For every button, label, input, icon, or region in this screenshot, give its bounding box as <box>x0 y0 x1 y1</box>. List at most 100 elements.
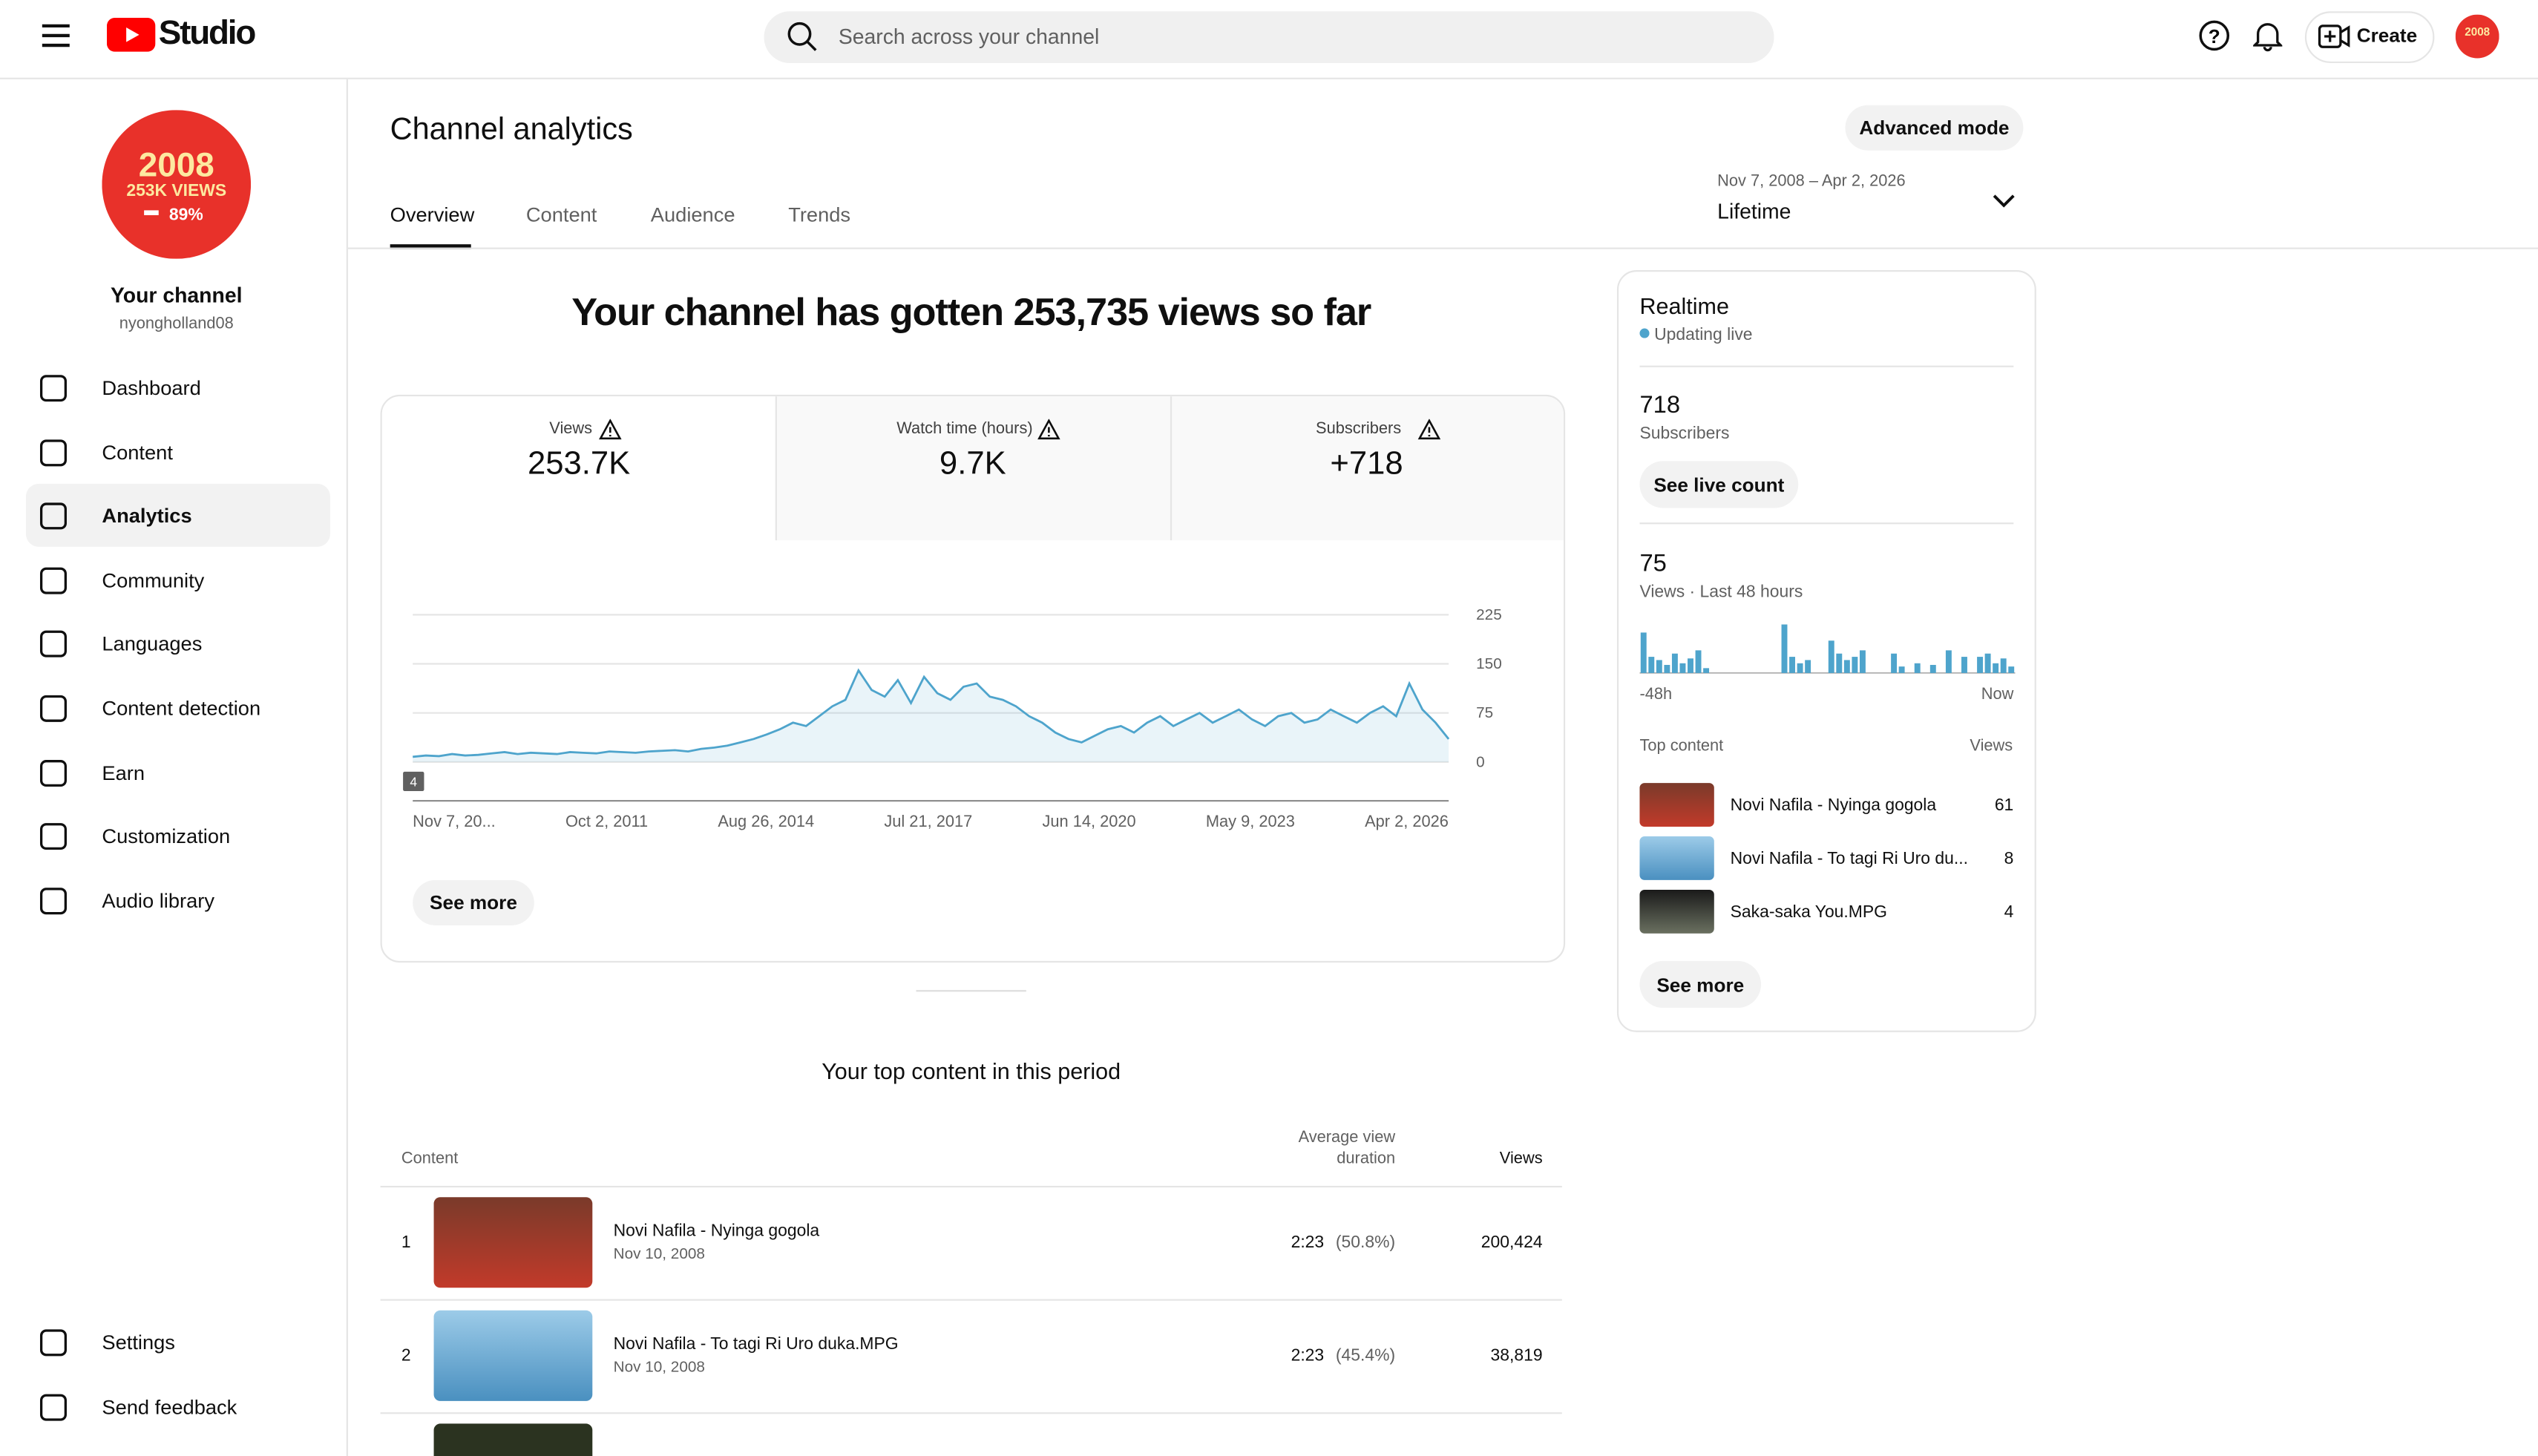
x-tick-label: Aug 26, 2014 <box>718 813 815 832</box>
row-divider <box>380 1185 1562 1188</box>
bar <box>1961 657 1967 673</box>
top-content-label: Top content <box>1639 738 1724 756</box>
bar <box>1648 657 1655 673</box>
x-tick-label: Oct 2, 2011 <box>565 813 649 832</box>
bar <box>1679 663 1686 673</box>
nav-item[interactable]: Customization <box>102 825 231 848</box>
metric-label: Subscribers <box>1316 420 1402 439</box>
badge-label: 4 <box>410 774 417 789</box>
header <box>0 0 2538 79</box>
thumbnail[interactable] <box>1639 890 1714 934</box>
tab[interactable]: Content <box>525 203 597 227</box>
icon-shape <box>39 695 67 722</box>
account-avatar[interactable]: 2008 <box>2455 14 2499 59</box>
nav-item[interactable]: Send feedback <box>102 1395 237 1418</box>
period[interactable]: Lifetime <box>1717 199 1791 223</box>
period-dropdown[interactable] <box>1991 191 2017 210</box>
bar <box>1914 663 1921 673</box>
thumbnail[interactable] <box>433 1197 593 1288</box>
bar <box>1929 664 1936 673</box>
tab[interactable]: Overview <box>390 203 475 227</box>
video-title[interactable]: Novi Nafila - Nyinga gogola <box>613 1221 820 1242</box>
realtime-card <box>1616 270 2036 1032</box>
nav-item[interactable]: Settings <box>102 1331 175 1354</box>
video-title[interactable]: Novi Nafila - To tagi Ri Uro duka.MPG <box>613 1334 899 1354</box>
views-area <box>413 670 1449 762</box>
metric-label: Watch time (hours) <box>896 420 1033 439</box>
video-views: 8 <box>2004 849 2014 869</box>
bar <box>1945 650 1952 673</box>
video-date: Nov 10, 2008 <box>613 1245 705 1264</box>
video-title[interactable]: Novi Nafila - Nyinga gogola <box>1730 796 1937 816</box>
avg-percent: (45.4%) <box>1335 1345 1396 1365</box>
views-header: Views <box>1970 738 2013 756</box>
y-tick-label: 0 <box>1476 753 1485 770</box>
warning-icon[interactable] <box>1418 419 1441 440</box>
overview-card: Views 253.7K Watch time (hours) 9.7K Subscri… <box>380 394 1566 963</box>
metric-tab[interactable] <box>776 396 1170 541</box>
bar <box>1671 653 1678 673</box>
live-count-button[interactable]: See live count <box>1639 461 1799 508</box>
nav-icon <box>39 1329 67 1357</box>
sidebar-divider <box>346 79 348 1456</box>
nav-icon <box>39 502 67 530</box>
search-icon <box>787 22 817 51</box>
icon-shape <box>39 887 67 914</box>
menu-icon[interactable] <box>42 23 71 49</box>
x-tick-label: Nov 7, 20... <box>413 813 496 832</box>
thumbnail[interactable] <box>1639 783 1714 827</box>
end-label: Now <box>1981 686 2014 704</box>
logo-icon[interactable] <box>106 17 156 52</box>
realtime-views: 75 <box>1639 550 1667 578</box>
nav-item[interactable]: Audio library <box>102 889 214 913</box>
nav-item[interactable]: Content detection <box>102 697 261 721</box>
nav-item[interactable]: Community <box>102 568 205 592</box>
realtime-subscribers: 718 <box>1639 391 1681 419</box>
bell-icon[interactable] <box>2253 19 2283 52</box>
nav-item[interactable]: Earn <box>102 761 145 784</box>
nav-item[interactable]: Languages <box>102 633 203 656</box>
nav-item[interactable]: Dashboard <box>102 376 201 400</box>
bar <box>1984 653 1991 673</box>
x-tick-label: Jul 21, 2017 <box>884 813 973 832</box>
table-header: Views <box>1499 1150 1543 1168</box>
metric-value: 253.7K <box>527 446 631 482</box>
bar <box>1805 660 1811 673</box>
top-content-title: Your top content in this period <box>822 1057 1121 1084</box>
nav-item[interactable]: Analytics <box>102 505 192 528</box>
bar <box>1640 632 1647 673</box>
thumbnail[interactable] <box>433 1310 593 1401</box>
divider <box>1639 522 2014 525</box>
metric-tab[interactable] <box>381 396 776 541</box>
metric-tab[interactable] <box>1170 396 1564 541</box>
video-views: 61 <box>1994 796 2014 816</box>
row-divider <box>380 1412 1562 1414</box>
create-label: Create <box>2356 24 2418 47</box>
realtime-bars <box>1639 624 2016 674</box>
create-button[interactable] <box>2304 11 2435 64</box>
tab[interactable]: Trends <box>788 203 851 227</box>
help-icon[interactable]: ? <box>2198 19 2231 52</box>
advanced-mode-button[interactable]: Advanced mode <box>1845 105 2024 151</box>
brand[interactable]: Studio <box>158 14 257 52</box>
warning-icon[interactable] <box>598 419 621 440</box>
tab[interactable]: Audience <box>650 203 735 227</box>
warning-icon[interactable] <box>1037 419 1060 440</box>
avg-duration: 2:23 <box>1291 1345 1325 1365</box>
realtime-see-more[interactable]: See more <box>1639 960 1762 1009</box>
nav-active <box>25 484 330 548</box>
video-title[interactable]: Novi Nafila - To tagi Ri Uro du... <box>1730 849 1968 869</box>
icon-shape <box>39 375 67 402</box>
nav-icon <box>39 375 67 402</box>
thumbnail[interactable] <box>1639 836 1714 880</box>
nav-item[interactable]: Content <box>102 441 173 464</box>
channel-avatar[interactable]: 2008 253K VIEWS 89% <box>102 110 252 259</box>
warning-shape <box>1037 419 1060 440</box>
video-title[interactable]: Saka-saka You.MPG <box>1730 902 1887 922</box>
see-more-button[interactable]: See more <box>413 879 534 925</box>
bar <box>1891 653 1898 673</box>
page-title: Channel analytics <box>390 113 633 148</box>
search-box[interactable] <box>764 11 1774 64</box>
channel-handle: nyongholland08 <box>119 315 234 334</box>
